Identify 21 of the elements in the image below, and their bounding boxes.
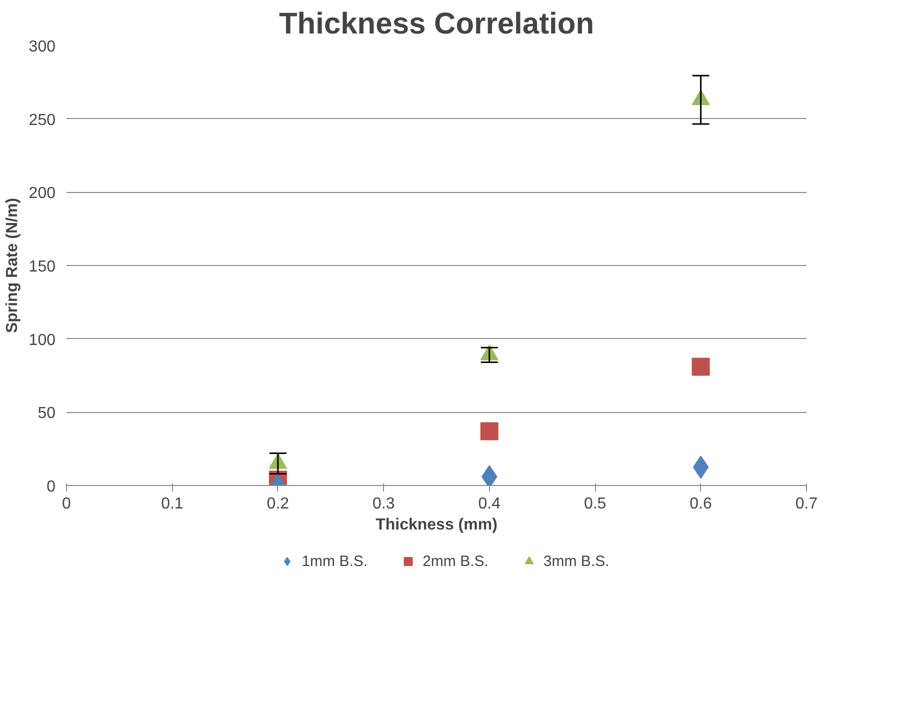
legend-label: 1mm B.S. (302, 552, 368, 571)
x-tick-label: 0.2 (266, 496, 290, 512)
y-tick-label: 300 (28, 38, 56, 56)
y-tick-label: 100 (28, 332, 56, 349)
legend-label: 3mm B.S. (543, 552, 610, 571)
x-tick-label: 0 (62, 496, 72, 512)
x-tick-label: 0.6 (690, 496, 712, 512)
x-tick-label: 0.4 (478, 496, 501, 512)
chart-title: Thickness Correlation (278, 8, 594, 40)
x-tick-label: 0.5 (584, 496, 606, 512)
y-tick-label: 200 (28, 185, 56, 202)
legend-label: 2mm B.S. (422, 552, 488, 571)
y-tick-label: 250 (28, 112, 56, 129)
x-axis-title: Thickness (mm) (376, 516, 498, 534)
y-tick-label: 150 (28, 258, 56, 276)
x-tick-label: 0.1 (161, 496, 184, 512)
y-tick-label: 50 (38, 405, 56, 422)
y-tick-label: 0 (46, 478, 56, 496)
y-axis-title: Spring Rate (N/m) (4, 198, 21, 334)
x-tick-label: 0.3 (372, 496, 395, 512)
x-tick-label: 0.7 (795, 496, 818, 512)
